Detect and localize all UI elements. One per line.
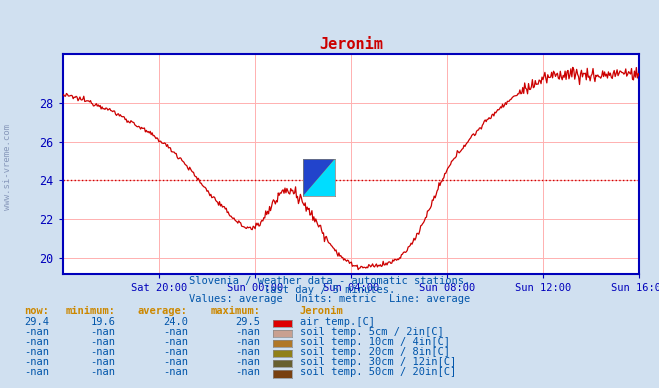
Text: Jeronim: Jeronim <box>300 306 343 316</box>
Text: minimum:: minimum: <box>65 306 115 316</box>
Text: -nan: -nan <box>90 367 115 377</box>
Text: soil temp. 50cm / 20in[C]: soil temp. 50cm / 20in[C] <box>300 367 456 377</box>
Text: -nan: -nan <box>90 347 115 357</box>
Text: maximum:: maximum: <box>210 306 260 316</box>
Text: -nan: -nan <box>163 337 188 347</box>
Text: last day / 5 minutes.: last day / 5 minutes. <box>264 285 395 295</box>
Text: Values: average  Units: metric  Line: average: Values: average Units: metric Line: aver… <box>189 294 470 304</box>
Text: -nan: -nan <box>24 357 49 367</box>
Text: -nan: -nan <box>235 347 260 357</box>
Text: soil temp. 10cm / 4in[C]: soil temp. 10cm / 4in[C] <box>300 337 450 347</box>
Text: -nan: -nan <box>24 327 49 337</box>
Text: www.si-vreme.com: www.si-vreme.com <box>3 124 13 210</box>
Polygon shape <box>303 159 335 196</box>
Text: soil temp. 20cm / 8in[C]: soil temp. 20cm / 8in[C] <box>300 347 450 357</box>
Text: air temp.[C]: air temp.[C] <box>300 317 375 327</box>
Text: -nan: -nan <box>24 367 49 377</box>
Text: -nan: -nan <box>163 347 188 357</box>
Text: -nan: -nan <box>163 367 188 377</box>
Text: soil temp. 5cm / 2in[C]: soil temp. 5cm / 2in[C] <box>300 327 444 337</box>
Text: -nan: -nan <box>235 327 260 337</box>
Text: 29.4: 29.4 <box>24 317 49 327</box>
Text: Slovenia / weather data - automatic stations.: Slovenia / weather data - automatic stat… <box>189 276 470 286</box>
Text: 24.0: 24.0 <box>163 317 188 327</box>
Text: -nan: -nan <box>235 337 260 347</box>
Title: Jeronim: Jeronim <box>319 37 383 52</box>
Text: 19.6: 19.6 <box>90 317 115 327</box>
Text: -nan: -nan <box>24 337 49 347</box>
Text: -nan: -nan <box>90 357 115 367</box>
Text: -nan: -nan <box>163 327 188 337</box>
Text: -nan: -nan <box>24 347 49 357</box>
Text: 29.5: 29.5 <box>235 317 260 327</box>
Text: -nan: -nan <box>90 327 115 337</box>
Polygon shape <box>303 159 335 196</box>
Text: average:: average: <box>138 306 188 316</box>
Text: -nan: -nan <box>235 367 260 377</box>
Text: -nan: -nan <box>163 357 188 367</box>
Text: now:: now: <box>24 306 49 316</box>
Text: -nan: -nan <box>235 357 260 367</box>
Text: soil temp. 30cm / 12in[C]: soil temp. 30cm / 12in[C] <box>300 357 456 367</box>
Text: -nan: -nan <box>90 337 115 347</box>
